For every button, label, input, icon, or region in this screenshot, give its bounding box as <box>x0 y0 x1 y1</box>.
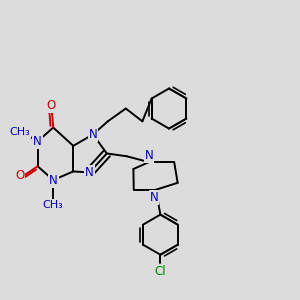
Text: N: N <box>85 166 94 179</box>
Text: N: N <box>88 128 97 141</box>
Text: N: N <box>145 149 153 162</box>
Text: N: N <box>150 191 158 204</box>
Text: Cl: Cl <box>154 266 166 278</box>
Text: CH₃: CH₃ <box>9 127 30 137</box>
Text: O: O <box>15 169 24 182</box>
Text: CH₃: CH₃ <box>43 200 64 210</box>
Text: N: N <box>49 174 58 187</box>
Text: O: O <box>46 99 56 112</box>
Text: N: N <box>33 135 42 148</box>
